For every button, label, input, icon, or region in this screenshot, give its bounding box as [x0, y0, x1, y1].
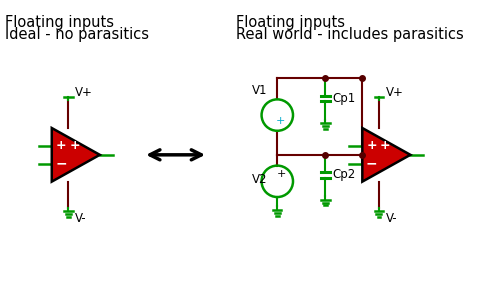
Text: Floating inputs: Floating inputs — [4, 15, 114, 30]
Text: V-: V- — [75, 212, 86, 225]
Text: Ideal - no parasitics: Ideal - no parasitics — [4, 27, 148, 42]
Text: Cp1: Cp1 — [332, 92, 356, 105]
Polygon shape — [362, 128, 410, 182]
Text: V1: V1 — [252, 83, 267, 97]
Text: −: − — [366, 157, 378, 171]
Text: +: + — [366, 139, 377, 152]
Text: Floating inputs: Floating inputs — [236, 15, 344, 30]
Text: V2: V2 — [252, 173, 267, 186]
Text: +: + — [276, 116, 285, 126]
Text: V+: V+ — [75, 86, 92, 99]
Text: V-: V- — [386, 212, 397, 225]
Text: +: + — [70, 139, 80, 152]
Text: +: + — [56, 139, 66, 152]
Text: Cp2: Cp2 — [332, 168, 356, 181]
Text: +: + — [277, 169, 286, 179]
Text: V+: V+ — [386, 86, 404, 99]
Polygon shape — [52, 128, 100, 182]
Text: +: + — [380, 139, 390, 152]
Text: Real world - includes parasitics: Real world - includes parasitics — [236, 27, 464, 42]
Text: −: − — [55, 157, 67, 171]
